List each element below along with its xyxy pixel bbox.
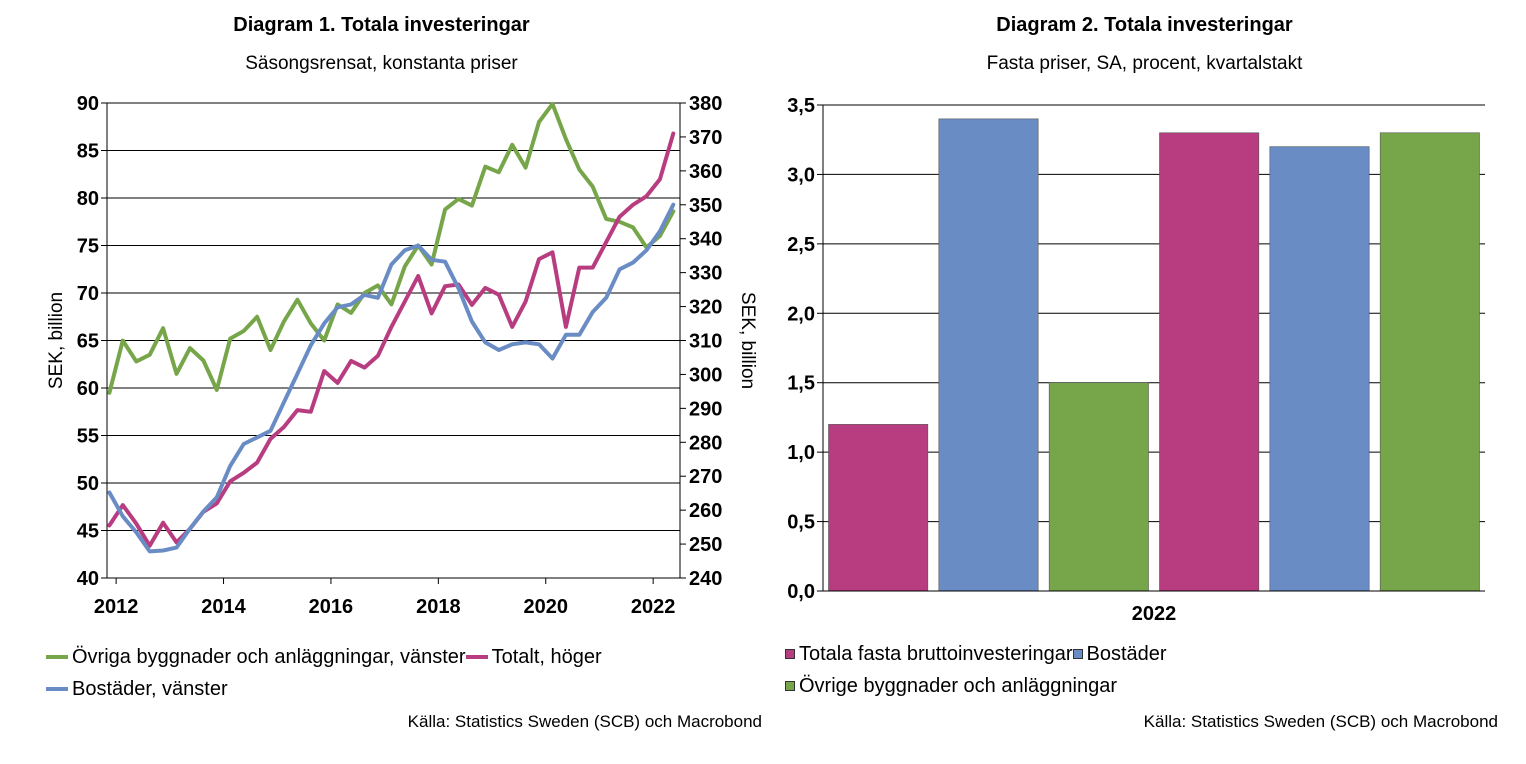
y-tick-label: 2,0 — [787, 303, 815, 325]
y-right-tick-label: 360 — [689, 161, 722, 183]
x-tick-label: 2022 — [631, 596, 676, 618]
y-tick-label: 1,5 — [787, 373, 815, 395]
bar-bostader — [1269, 146, 1370, 592]
legend-item-bostader: Bostäder — [1072, 642, 1167, 666]
chart-panel-1: Diagram 1. Totala investeringar Säsongsr… — [46, 14, 762, 731]
bar-chart: 0,0 0,5 1,0 1,5 2,0 2,5 3,0 3,5 2022 — [787, 95, 1485, 625]
y-left-tick-label: 65 — [77, 331, 99, 353]
chart-subtitle: Säsongsrensat, konstanta priser — [245, 53, 518, 74]
bar-ovrige — [1048, 382, 1149, 592]
y-left-tick-label: 75 — [77, 236, 99, 258]
y-axis-label-left: SEK, billion — [46, 292, 67, 389]
chart-legend: Övriga byggnader och anläggningar, vänst… — [46, 642, 602, 669]
bar-totala — [828, 424, 929, 592]
legend-swatch-totalt — [465, 655, 488, 659]
y-right-tick-label: 340 — [689, 229, 722, 251]
x-tick-label: 2014 — [201, 596, 246, 618]
legend-swatch-totala — [785, 649, 795, 659]
y-right-tick-label: 240 — [689, 568, 722, 590]
legend-item-ovriga: Övriga byggnader och anläggningar, vänst… — [46, 646, 466, 669]
y-left-tick-label: 80 — [77, 188, 99, 210]
legend-label: Bostäder, vänster — [72, 677, 228, 700]
chart-title: Diagram 2. Totala investeringar — [996, 14, 1293, 36]
series-line-ovriga — [107, 101, 676, 395]
y-right-tick-label: 350 — [689, 195, 722, 217]
legend-swatch-bostader — [1072, 649, 1083, 659]
y-right-tick-label: 370 — [689, 127, 722, 149]
bar-bostader — [938, 118, 1039, 592]
chart-legend-row-2: Bostäder, vänster — [46, 674, 228, 701]
x-tick-label: 2016 — [309, 596, 354, 618]
y-right-tick-label: 290 — [689, 398, 722, 420]
x-tick-label: 2018 — [416, 596, 461, 618]
legend-label: Övriga byggnader och anläggningar, vänst… — [72, 645, 466, 668]
legend-item-bostader: Bostäder, vänster — [46, 678, 228, 701]
y-tick-label: 0,0 — [787, 581, 815, 603]
bar-totala — [1159, 132, 1260, 592]
y-left-tick-label: 40 — [77, 568, 99, 590]
x-category-label: 2022 — [1132, 603, 1177, 625]
line-chart: 40 45 50 55 60 65 70 75 80 85 90 240 250 260 270 280 290… — [46, 93, 758, 618]
y-right-tick-label: 310 — [689, 331, 722, 353]
legend-swatch-ovrige — [785, 681, 795, 691]
y-left-tick-label: 45 — [77, 521, 99, 543]
chart-legend-row-2: Övrige byggnader och anläggningar — [785, 674, 1117, 698]
legend-label: Bostäder — [1086, 642, 1167, 665]
legend-item-totalt: Totalt, höger — [465, 645, 602, 669]
legend-item-totala: Totala fasta bruttoinvesteringar — [785, 643, 1073, 666]
series-line-bostader — [107, 202, 676, 554]
x-tick-label: 2012 — [94, 596, 139, 618]
chart-subtitle: Fasta priser, SA, procent, kvartalstakt — [986, 53, 1303, 74]
y-right-tick-label: 320 — [689, 297, 722, 319]
y-left-tick-label: 55 — [77, 426, 99, 448]
chart-panel-2: Diagram 2. Totala investeringar Fasta pr… — [763, 0, 1526, 764]
y-right-tick-label: 380 — [689, 93, 722, 115]
y-right-tick-label: 250 — [689, 534, 722, 556]
y-tick-label: 3,0 — [787, 164, 815, 186]
y-tick-label: 1,0 — [787, 442, 815, 464]
y-right-tick-label: 270 — [689, 466, 722, 488]
y-right-tick-label: 330 — [689, 263, 722, 285]
legend-item-ovrige: Övrige byggnader och anläggningar — [785, 675, 1117, 698]
legend-swatch-bostader — [46, 687, 68, 691]
legend-label: Totala fasta bruttoinvesteringar — [799, 642, 1073, 665]
y-tick-label: 0,5 — [787, 512, 815, 534]
chart-title: Diagram 1. Totala investeringar — [233, 14, 530, 36]
series-line-totalt — [107, 131, 676, 548]
y-right-tick-label: 280 — [689, 432, 722, 454]
bar-ovrige — [1379, 132, 1480, 592]
source-note: Källa: Statistics Sweden (SCB) och Macro… — [1143, 712, 1498, 731]
y-left-tick-label: 50 — [77, 473, 99, 495]
legend-label: Totalt, höger — [491, 645, 602, 668]
source-note: Källa: Statistics Sweden (SCB) och Macro… — [407, 712, 762, 731]
y-right-tick-label: 260 — [689, 500, 722, 522]
y-left-tick-label: 70 — [77, 283, 99, 305]
x-tick-label: 2020 — [523, 596, 568, 618]
y-axis-label-right: SEK, billion — [737, 292, 758, 389]
y-right-tick-label: 300 — [689, 364, 722, 386]
y-left-tick-label: 90 — [77, 93, 99, 115]
y-left-tick-label: 85 — [77, 141, 99, 163]
y-tick-label: 3,5 — [787, 95, 815, 117]
legend-label: Övrige byggnader och anläggningar — [799, 674, 1117, 697]
legend-swatch-ovriga — [46, 655, 68, 659]
y-left-tick-label: 60 — [77, 378, 99, 400]
y-tick-label: 2,5 — [787, 234, 815, 256]
chart-legend: Totala fasta bruttoinvesteringar Bostäde… — [785, 642, 1167, 666]
